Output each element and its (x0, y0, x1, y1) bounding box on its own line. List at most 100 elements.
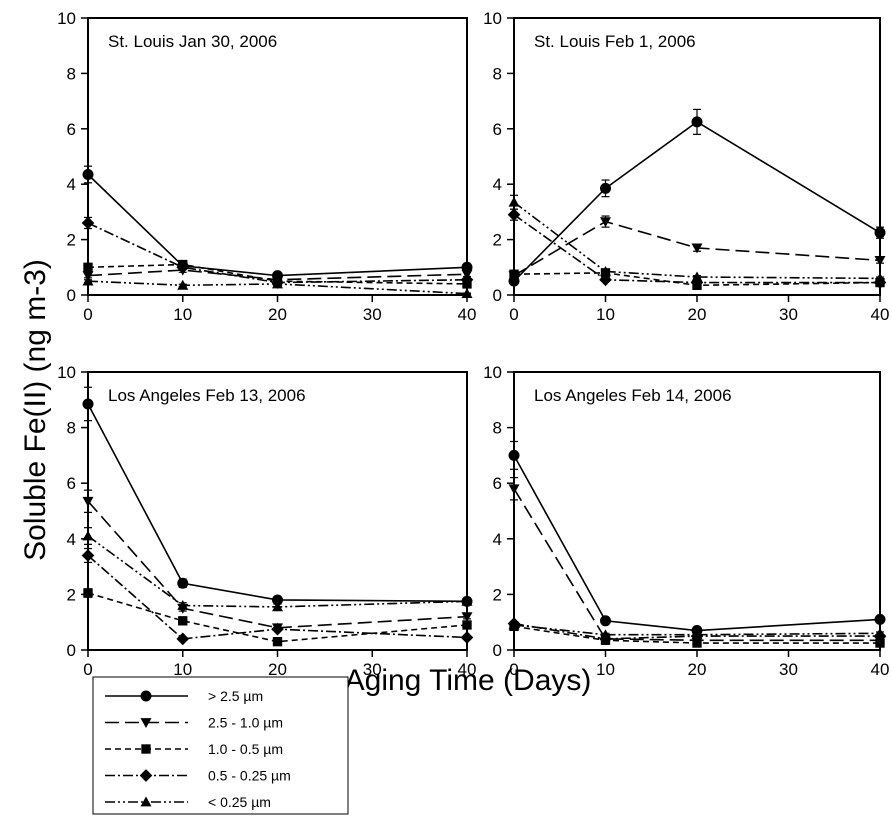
series (508, 194, 886, 283)
series-line (513, 625, 880, 644)
y-tick-label: 2 (67, 231, 76, 250)
data-point (874, 255, 886, 266)
data-point (600, 217, 611, 228)
series-line (513, 214, 880, 284)
x-tick-label: 40 (871, 660, 890, 679)
data-point (176, 260, 190, 274)
data-point (509, 269, 519, 279)
x-tick-label: 0 (83, 660, 92, 679)
x-axis-label: Aging Time (Days) (345, 664, 592, 697)
series-line (513, 120, 881, 282)
y-tick-label: 2 (67, 585, 76, 604)
panel-title: Los Angeles Feb 13, 2006 (108, 386, 306, 405)
data-point (82, 530, 94, 541)
x-tick-label: 20 (688, 305, 707, 324)
legend-marker (141, 744, 151, 754)
chart-panel: 0 2 4 6 8 10 0 10 20 30 40 St. Louis Jan 30, 2006 (57, 9, 476, 324)
legend-entry: < 0.25 µm (105, 794, 271, 810)
series (508, 440, 886, 637)
y-tick-label: 4 (67, 175, 76, 194)
series (83, 588, 472, 647)
series (508, 477, 886, 646)
x-tick-label: 30 (363, 305, 382, 324)
x-tick-label: 0 (509, 660, 518, 679)
data-point (875, 638, 885, 648)
data-point (461, 595, 473, 606)
y-tick-label: 10 (483, 9, 502, 28)
data-point (691, 629, 703, 640)
legend-label: 1.0 - 0.5 µm (208, 741, 283, 757)
series-line (513, 624, 881, 636)
y-tick-label: 8 (67, 64, 76, 83)
y-tick-label: 2 (493, 231, 502, 250)
panel-title: St. Louis Jan 30, 2006 (108, 32, 277, 51)
y-axis-label: Soluble Fe(II) (ng m-3) (19, 259, 52, 561)
data-point (600, 615, 611, 627)
x-tick-label: 30 (779, 660, 798, 679)
panel-title: St. Louis Feb 1, 2006 (534, 32, 696, 51)
data-point (272, 594, 283, 606)
data-point (82, 496, 94, 507)
y-tick-label: 4 (493, 530, 502, 549)
x-tick-label: 40 (871, 305, 890, 324)
x-tick-label: 10 (173, 660, 192, 679)
x-tick-label: 40 (458, 305, 477, 324)
data-point (599, 273, 612, 287)
x-tick-label: 20 (268, 660, 287, 679)
legend-marker (140, 690, 152, 702)
series-line (513, 455, 881, 632)
chart-panel: 0 2 4 6 8 10 0 10 20 30 40 Los Angeles Feb 13, 2006 (57, 363, 476, 679)
chart-panel: 0 2 4 6 8 10 0 10 20 30 40 Los Angeles Feb 14, 2006 (483, 363, 889, 679)
y-tick-label: 0 (67, 641, 76, 660)
data-point (507, 208, 521, 221)
legend-box (92, 676, 349, 815)
x-tick-label: 30 (363, 660, 382, 679)
legend-label: > 2.5 µm (208, 688, 263, 704)
plot-frame (87, 17, 468, 296)
legend-marker (140, 796, 152, 807)
series-line (87, 222, 468, 284)
x-tick-label: 40 (458, 660, 477, 679)
data-point (81, 216, 95, 230)
series (82, 165, 473, 282)
data-point (874, 627, 886, 638)
series-line (513, 220, 881, 277)
data-point (508, 484, 520, 495)
data-point (460, 631, 474, 644)
series (508, 619, 886, 640)
x-tick-label: 0 (83, 305, 92, 324)
data-point (691, 243, 703, 254)
y-tick-label: 8 (67, 419, 76, 438)
legend-entry: 1.0 - 0.5 µm (105, 741, 283, 757)
series-line (87, 280, 468, 295)
data-point (600, 629, 611, 640)
series (82, 275, 473, 299)
series (508, 108, 886, 287)
data-point (691, 271, 703, 282)
data-point (272, 278, 283, 289)
series-line (87, 173, 468, 277)
data-point (83, 588, 93, 598)
series-line (87, 535, 468, 608)
plot-frame (513, 371, 881, 651)
series-line (513, 622, 880, 640)
legend-marker (140, 718, 152, 728)
data-point (82, 398, 94, 410)
data-point (82, 169, 94, 181)
panel-title: Los Angeles Feb 14, 2006 (534, 386, 732, 405)
y-tick-label: 8 (493, 64, 502, 83)
data-point (272, 601, 283, 612)
y-tick-label: 4 (493, 175, 502, 194)
y-tick-label: 0 (493, 286, 502, 305)
x-tick-label: 20 (268, 305, 287, 324)
x-tick-label: 10 (596, 305, 615, 324)
y-tick-label: 0 (493, 641, 502, 660)
data-point (874, 613, 886, 625)
series (82, 527, 473, 612)
y-tick-label: 6 (493, 120, 502, 139)
x-tick-label: 30 (779, 305, 798, 324)
data-point (461, 288, 473, 299)
data-point (271, 622, 284, 636)
